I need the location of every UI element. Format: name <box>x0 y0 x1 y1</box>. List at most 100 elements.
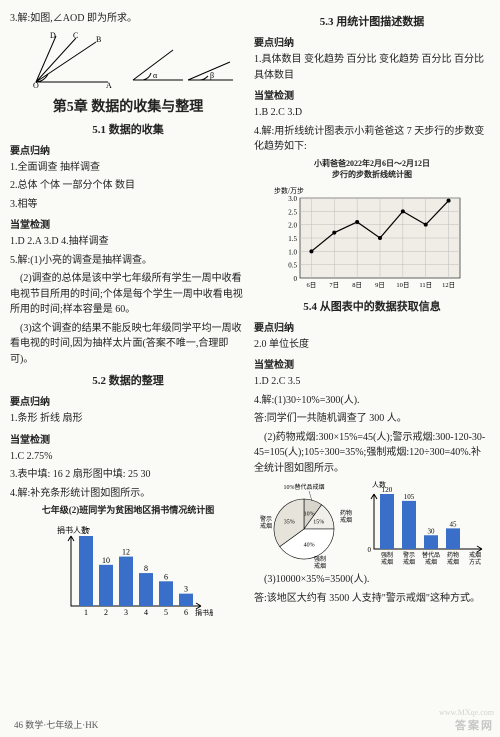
text-line: (3)10000×35%=3500(人). <box>254 572 490 588</box>
svg-text:8: 8 <box>144 564 148 573</box>
section-title: 5.1 数据的收集 <box>10 121 246 137</box>
svg-text:17: 17 <box>82 527 90 536</box>
text-line: 1.B 2.C 3.D <box>254 105 490 121</box>
svg-text:戒烟: 戒烟 <box>469 551 481 559</box>
svg-text:强制: 强制 <box>314 555 326 563</box>
svg-text:6: 6 <box>164 572 168 581</box>
svg-text:6日: 6日 <box>307 281 317 289</box>
svg-text:3.0: 3.0 <box>288 195 297 203</box>
pie-chart-smoking: 10%15%40%35%10%替代品戒烟药物戒烟强制戒烟警示戒烟 <box>254 479 354 569</box>
svg-text:替代品: 替代品 <box>422 551 440 559</box>
subhead: 当堂检测 <box>10 216 246 231</box>
svg-text:8日: 8日 <box>352 281 362 289</box>
text-line: 4.解:补充条形统计图如图所示。 <box>10 486 246 502</box>
svg-text:戒烟: 戒烟 <box>381 558 393 566</box>
svg-text:D: D <box>50 31 56 40</box>
svg-text:5: 5 <box>164 608 168 617</box>
subhead: 当堂检测 <box>254 356 490 371</box>
svg-text:3: 3 <box>184 585 188 594</box>
svg-text:12日: 12日 <box>442 281 455 289</box>
svg-text:α: α <box>153 71 158 80</box>
section-title: 5.3 用统计图描述数据 <box>254 13 490 29</box>
text-line: 4.解:(1)30÷10%=300(人). <box>254 393 490 409</box>
text-line: 2.0 单位长度 <box>254 337 490 353</box>
svg-text:7日: 7日 <box>329 281 339 289</box>
text-line: 答:同学们一共随机调查了 300 人。 <box>254 411 490 427</box>
svg-text:0.5: 0.5 <box>288 261 297 269</box>
svg-text:戒烟: 戒烟 <box>403 558 415 566</box>
svg-text:45: 45 <box>450 520 458 528</box>
text-line: 3.表中填: 16 2 扇形图中填: 25 30 <box>10 467 246 483</box>
svg-text:0: 0 <box>368 546 372 554</box>
section-title: 5.2 数据的整理 <box>10 372 246 388</box>
svg-text:戒烟: 戒烟 <box>340 516 352 524</box>
subhead: 当堂检测 <box>254 87 490 102</box>
svg-text:10: 10 <box>102 556 110 565</box>
svg-text:戒烟: 戒烟 <box>425 558 437 566</box>
svg-text:9日: 9日 <box>375 281 385 289</box>
left-column: 3.解:如图,∠AOD 即为所求。 O A B C D α β <box>10 8 246 624</box>
svg-text:药物: 药物 <box>340 509 352 517</box>
svg-text:11日: 11日 <box>419 281 432 289</box>
svg-text:步数/万步: 步数/万步 <box>274 186 304 195</box>
svg-text:35%: 35% <box>284 520 295 526</box>
subhead: 要点归纳 <box>254 319 490 334</box>
text-line: 2.总体 个体 一部分个体 数目 <box>10 178 246 194</box>
text-line: 3.解:如图,∠AOD 即为所求。 <box>10 11 246 27</box>
svg-text:方式: 方式 <box>469 558 481 566</box>
svg-text:1: 1 <box>84 608 88 617</box>
subhead: 要点归纳 <box>254 34 490 49</box>
svg-text:A: A <box>106 81 112 90</box>
section-title: 5.4 从图表中的数据获取信息 <box>254 298 490 314</box>
svg-text:3: 3 <box>124 608 128 617</box>
svg-text:2.0: 2.0 <box>288 221 297 229</box>
svg-text:40%: 40% <box>304 543 315 549</box>
text-line: (2)调查的总体是该中学七年级所有学生一周中收看电视节目所用的时间;个体是每个学… <box>10 271 246 318</box>
right-column: 5.3 用统计图描述数据 要点归纳 1.具体数目 变化趋势 百分比 变化趋势 百… <box>254 8 490 624</box>
text-line: 5.解:(1)小亮的调查是抽样调查。 <box>10 253 246 269</box>
svg-text:戒烟: 戒烟 <box>314 562 326 569</box>
svg-text:戒烟: 戒烟 <box>260 522 272 530</box>
text-line: (2)药物戒烟:300×15%=45(人);警示戒烟:300-120-30-45… <box>254 430 490 477</box>
text-line: 4.解:用折线统计图表示小莉爸爸这 7 天步行的步数变化趋势如下: <box>254 124 490 155</box>
svg-text:1.0: 1.0 <box>288 248 297 256</box>
bar-chart-donation: 捐书人数171102123846536捐书册数 <box>43 521 213 621</box>
svg-text:警示: 警示 <box>403 551 415 559</box>
svg-text:30: 30 <box>428 527 436 535</box>
svg-text:12: 12 <box>122 548 130 557</box>
line-chart-steps: 步数/万步0.51.01.52.02.53.06日7日8日9日10日11日12日… <box>272 183 472 293</box>
svg-text:B: B <box>96 35 101 44</box>
svg-text:105: 105 <box>404 493 415 501</box>
subhead: 要点归纳 <box>10 393 246 408</box>
subhead: 要点归纳 <box>10 142 246 157</box>
svg-text:10日: 10日 <box>396 281 409 289</box>
svg-text:15%: 15% <box>313 520 324 526</box>
svg-text:β: β <box>210 71 214 80</box>
svg-text:药物: 药物 <box>447 551 459 559</box>
text-line: (3)这个调查的结果不能反映七年级同学平均一周收看电视的时间,因为抽样太片面(答… <box>10 321 246 368</box>
watermark-url: www.MXqe.com <box>439 708 494 717</box>
svg-text:强制: 强制 <box>381 551 393 559</box>
angle-diagram: O A B C D α β <box>18 30 238 90</box>
text-line: 1.D 2.C 3.5 <box>254 374 490 390</box>
bar-chart-smoking: 人数1201053045强制戒烟警示戒烟替代品戒烟药物戒烟戒烟方式0 <box>356 479 486 569</box>
chapter-title: 第5章 数据的收集与整理 <box>10 96 246 116</box>
svg-text:1.5: 1.5 <box>288 235 297 243</box>
text-line: 答:该地区大约有 3500 人支持"警示戒烟"这种方式。 <box>254 591 490 607</box>
bar-chart-title: 七年级(2)班同学为贫困地区捐书情况统计图 <box>10 504 246 518</box>
text-line: 3.相等 <box>10 197 246 213</box>
svg-text:警示: 警示 <box>260 515 272 523</box>
svg-text:4: 4 <box>144 608 148 617</box>
text-line: 1.全面调查 抽样调查 <box>10 160 246 176</box>
svg-text:0: 0 <box>294 275 298 283</box>
svg-text:2: 2 <box>104 608 108 617</box>
svg-text:戒烟: 戒烟 <box>447 558 459 566</box>
svg-text:捐书册数: 捐书册数 <box>195 608 213 617</box>
svg-text:120: 120 <box>382 486 393 494</box>
text-line: 1.条形 折线 扇形 <box>10 411 246 427</box>
page-footer: 46 数学·七年级上·HK <box>14 718 98 731</box>
svg-text:O: O <box>33 81 39 90</box>
subhead: 当堂检测 <box>10 431 246 446</box>
text-line: 1.D 2.A 3.D 4.抽样调查 <box>10 234 246 250</box>
text-line: 1.C 2.75% <box>10 449 246 465</box>
